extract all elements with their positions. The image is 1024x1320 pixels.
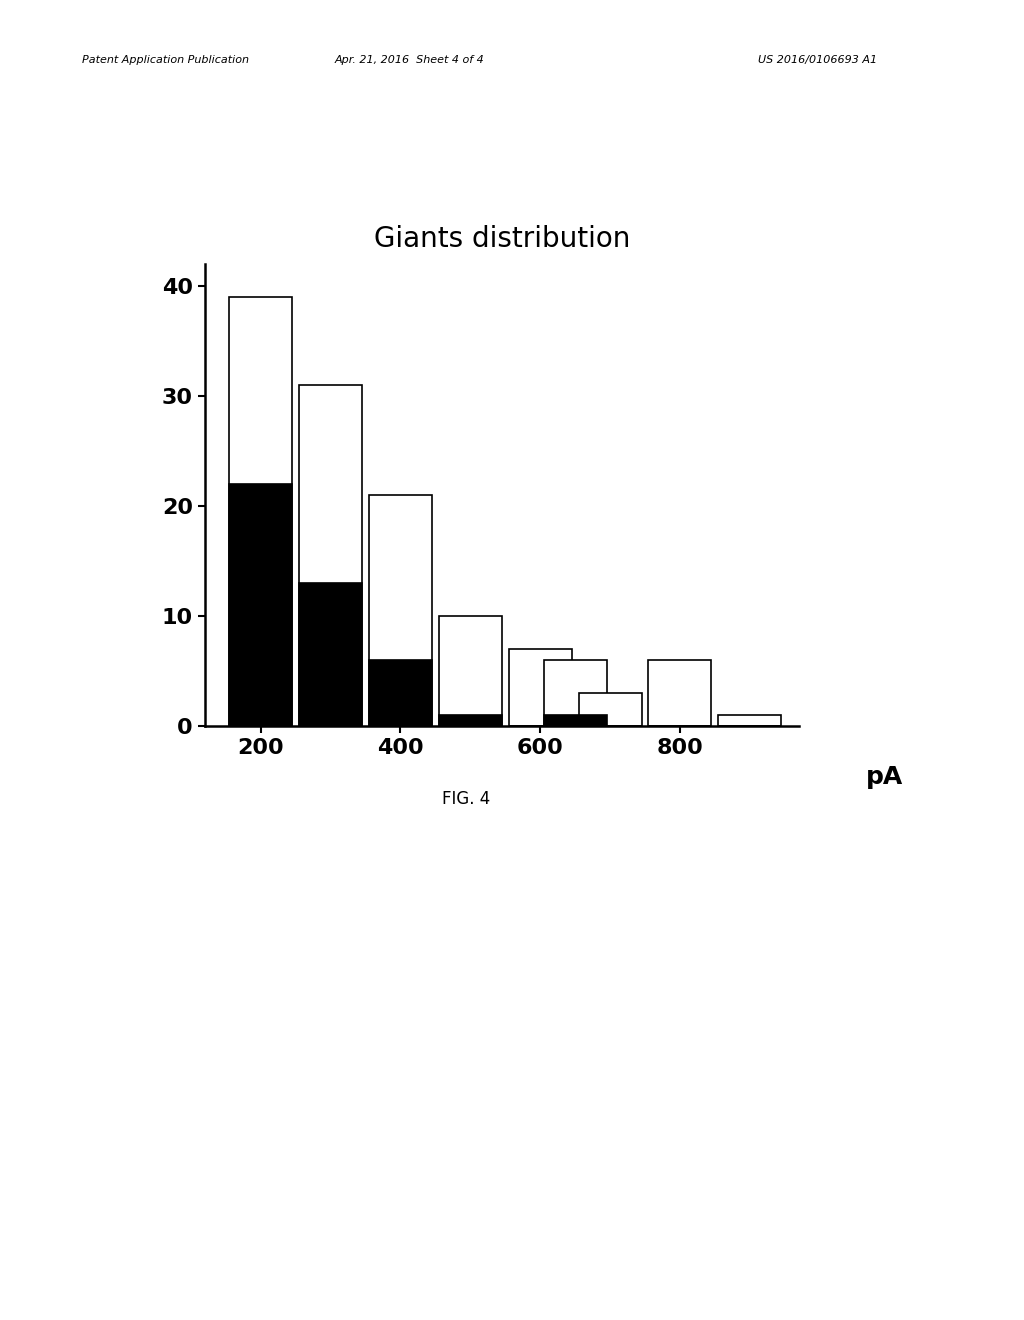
Bar xyxy=(648,660,712,726)
Bar xyxy=(369,660,432,726)
Bar xyxy=(439,715,502,726)
Bar xyxy=(369,495,432,726)
Text: Apr. 21, 2016  Sheet 4 of 4: Apr. 21, 2016 Sheet 4 of 4 xyxy=(335,55,484,66)
Bar xyxy=(579,693,641,726)
Bar xyxy=(509,649,571,726)
Bar xyxy=(299,385,362,726)
Text: US 2016/0106693 A1: US 2016/0106693 A1 xyxy=(758,55,877,66)
Bar xyxy=(439,616,502,726)
Bar xyxy=(719,715,781,726)
Bar xyxy=(544,660,606,726)
Text: Patent Application Publication: Patent Application Publication xyxy=(82,55,249,66)
Text: pA: pA xyxy=(865,764,902,789)
Bar xyxy=(299,583,362,726)
Bar xyxy=(229,297,292,726)
Bar xyxy=(544,715,606,726)
Text: FIG. 4: FIG. 4 xyxy=(441,789,490,808)
Bar xyxy=(229,484,292,726)
Title: Giants distribution: Giants distribution xyxy=(374,226,630,253)
